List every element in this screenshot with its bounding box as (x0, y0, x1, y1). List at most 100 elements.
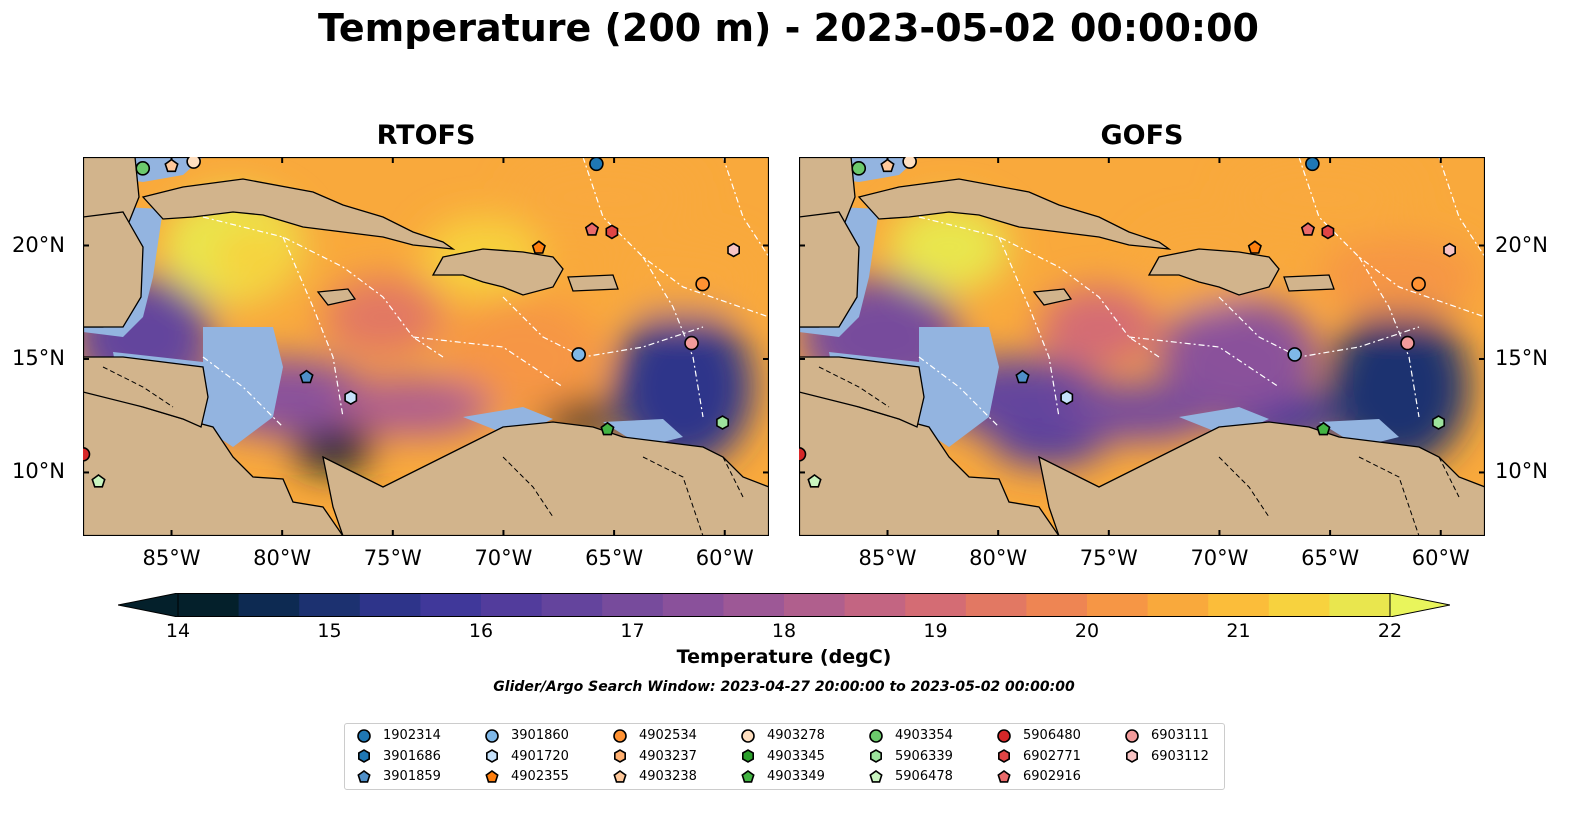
float-marker-6903112[interactable] (1443, 242, 1457, 258)
country-border (1358, 456, 1420, 536)
country-border (102, 366, 174, 408)
float-marker-6902916[interactable] (584, 222, 600, 236)
colorbar-segment (1329, 593, 1391, 617)
legend-marker[interactable] (613, 749, 626, 763)
legend-marker-pentagon-icon (613, 769, 627, 783)
panel-title-gofs: GOFS (1100, 120, 1184, 151)
legend-marker[interactable] (997, 769, 1011, 783)
colorbar-segment (1026, 593, 1088, 617)
temperature-patch (513, 157, 693, 237)
lon-tick-label: 75°W (363, 546, 422, 570)
float-marker-3901860[interactable] (571, 347, 586, 362)
legend-marker[interactable] (485, 769, 499, 783)
float-marker-4903349[interactable] (1316, 421, 1331, 436)
float-marker-4903354[interactable] (851, 161, 867, 176)
float-marker-4901720[interactable] (1060, 390, 1074, 406)
float-marker-5906478[interactable] (91, 474, 106, 488)
float-marker-6903111[interactable] (1400, 335, 1415, 351)
legend-marker[interactable] (869, 728, 883, 743)
legend-marker-hexagon-icon (357, 749, 370, 763)
float-marker-4903354[interactable] (135, 161, 151, 176)
colorbar-segment (905, 593, 967, 617)
float-marker-5906339[interactable] (1432, 415, 1446, 430)
lat-tick-label: 15°N (1495, 345, 1548, 370)
float-marker-4902355[interactable] (1247, 240, 1262, 254)
legend-label: 5906339 (895, 748, 953, 764)
legend-marker[interactable] (741, 769, 755, 783)
legend-label: 6902771 (1023, 748, 1081, 764)
legend-marker[interactable] (741, 728, 755, 743)
legend-marker[interactable] (997, 728, 1011, 743)
legend-marker-hexagon-icon (997, 749, 1010, 763)
legend-item: 4902534 (611, 726, 697, 745)
country-border (1218, 456, 1270, 518)
map-panel-rtofs[interactable] (83, 157, 769, 536)
legend-label: 4903238 (639, 769, 697, 784)
float-marker-3901860[interactable] (1287, 347, 1302, 362)
eez-boundary (412, 336, 564, 388)
legend-label: 4903354 (895, 728, 953, 743)
float-marker-3901859[interactable] (1015, 369, 1030, 384)
land-mass (1283, 274, 1335, 292)
legend-marker[interactable] (613, 769, 627, 783)
float-marker-5906480[interactable] (799, 447, 807, 462)
country-border (642, 456, 704, 536)
legend-marker[interactable] (1125, 728, 1139, 743)
float-marker-6902771[interactable] (605, 224, 619, 240)
temperature-patch (213, 227, 293, 287)
colorbar-frame (177, 593, 1391, 617)
float-marker-6902771[interactable] (1321, 224, 1335, 240)
legend-marker[interactable] (869, 769, 883, 783)
legend-label: 1902314 (383, 728, 441, 743)
float-marker-4903238[interactable] (164, 158, 179, 173)
legend-label: 4901720 (511, 748, 569, 764)
legend-marker[interactable] (485, 749, 498, 763)
colorbar-tick-label: 17 (620, 620, 645, 642)
legend-marker[interactable] (869, 749, 882, 763)
legend-marker[interactable] (357, 769, 371, 783)
legend-marker[interactable] (997, 749, 1010, 763)
float-marker-5906339[interactable] (716, 415, 730, 430)
float-marker-4902534[interactable] (1411, 276, 1426, 292)
float-marker-4903238[interactable] (880, 158, 895, 173)
legend-label: 4903278 (767, 728, 825, 743)
colorbar-segment (662, 593, 724, 617)
lon-tick-label: 65°W (1301, 546, 1360, 570)
float-marker-4901720[interactable] (344, 390, 358, 406)
float-marker-3901859[interactable] (299, 369, 314, 384)
legend-marker-pentagon-icon (357, 769, 371, 783)
legend-item: 4903278 (739, 726, 825, 745)
float-marker-6903111[interactable] (684, 335, 699, 351)
legend-marker[interactable] (1125, 749, 1138, 763)
float-marker-1902314[interactable] (589, 157, 604, 172)
legend-marker[interactable] (357, 728, 371, 743)
shelf-region (1179, 407, 1269, 437)
legend-marker[interactable] (357, 749, 370, 763)
float-marker-4902355[interactable] (531, 240, 546, 254)
legend-marker[interactable] (485, 728, 499, 743)
legend-marker[interactable] (613, 728, 627, 743)
eez-boundary (918, 356, 1000, 428)
float-marker-5906480[interactable] (83, 447, 91, 462)
land-mass (316, 288, 357, 306)
float-marker-6902916[interactable] (1300, 222, 1316, 236)
map-panel-gofs[interactable] (799, 157, 1485, 536)
lon-tick-label: 85°W (858, 546, 917, 570)
legend-item: 4903345 (739, 747, 825, 766)
float-marker-6903112[interactable] (727, 242, 741, 258)
land-mass (83, 211, 144, 328)
float-marker-5906478[interactable] (807, 474, 822, 488)
float-marker-4903278[interactable] (902, 157, 917, 169)
float-marker-4903278[interactable] (186, 157, 201, 169)
lon-tick-label: 60°W (695, 546, 754, 570)
colorbar-segment (238, 593, 300, 617)
land-mass (1038, 421, 1485, 536)
legend-marker[interactable] (741, 749, 754, 763)
float-marker-1902314[interactable] (1305, 157, 1320, 172)
colorbar-tick-label: 19 (923, 620, 948, 642)
float-marker-4903349[interactable] (600, 421, 615, 436)
lat-tick-label: 20°N (1495, 232, 1548, 257)
colorbar-tick-label: 15 (317, 620, 342, 642)
eez-boundary (1298, 157, 1485, 318)
float-marker-4902534[interactable] (695, 276, 710, 292)
